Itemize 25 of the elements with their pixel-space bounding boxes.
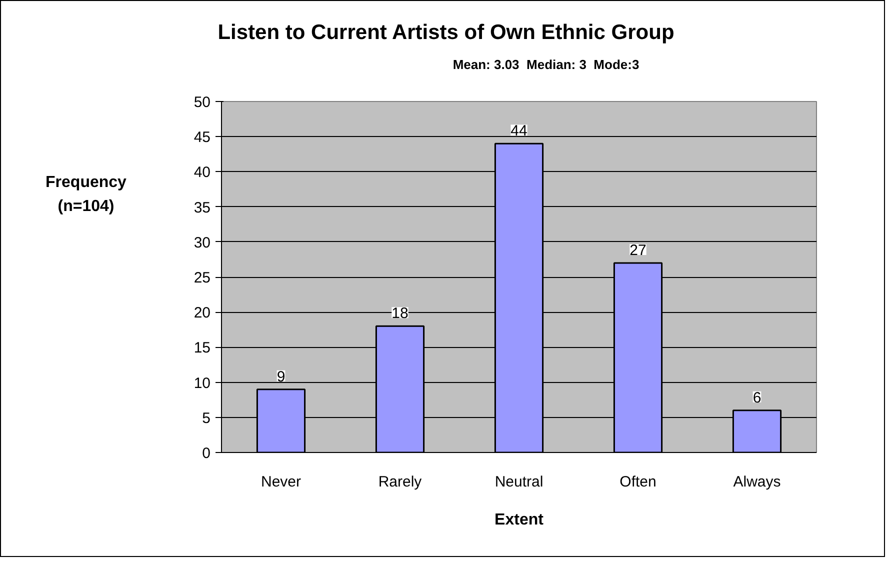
y-tick-label: 35 xyxy=(194,199,211,216)
x-tick-label: Rarely xyxy=(378,474,422,490)
x-tick-label: Always xyxy=(733,474,781,490)
data-label: 9 xyxy=(276,368,286,386)
data-label: 6 xyxy=(752,389,762,406)
y-tick-label: 15 xyxy=(194,340,211,357)
data-label: 18 xyxy=(392,305,408,322)
y-tick-label: 50 xyxy=(194,94,211,111)
y-axis-title: Frequency (n=104) xyxy=(46,173,126,217)
data-label: 27 xyxy=(630,242,646,259)
y-tick-label: 10 xyxy=(194,374,211,392)
x-axis-title: Extent xyxy=(494,512,544,528)
y-tick-label: 40 xyxy=(194,164,211,182)
y-tick-label: 20 xyxy=(194,304,211,322)
chart-title: Listen to Current Artists of Own Ethnic Group xyxy=(218,20,674,46)
y-tick-label: 30 xyxy=(194,234,211,252)
y-tick-label: 25 xyxy=(194,270,211,286)
x-tick-label: Never xyxy=(260,474,302,490)
y-tick-label: 5 xyxy=(202,410,210,427)
y-tick-label: 0 xyxy=(202,445,210,462)
x-tick-label: Neutral xyxy=(494,474,544,490)
y-tick-label: 45 xyxy=(194,129,211,146)
chart-subtitle: Mean: 3.03 Median: 3 Mode:3 xyxy=(452,56,640,74)
x-tick-label: Often xyxy=(620,474,656,490)
data-label: 44 xyxy=(510,122,528,140)
